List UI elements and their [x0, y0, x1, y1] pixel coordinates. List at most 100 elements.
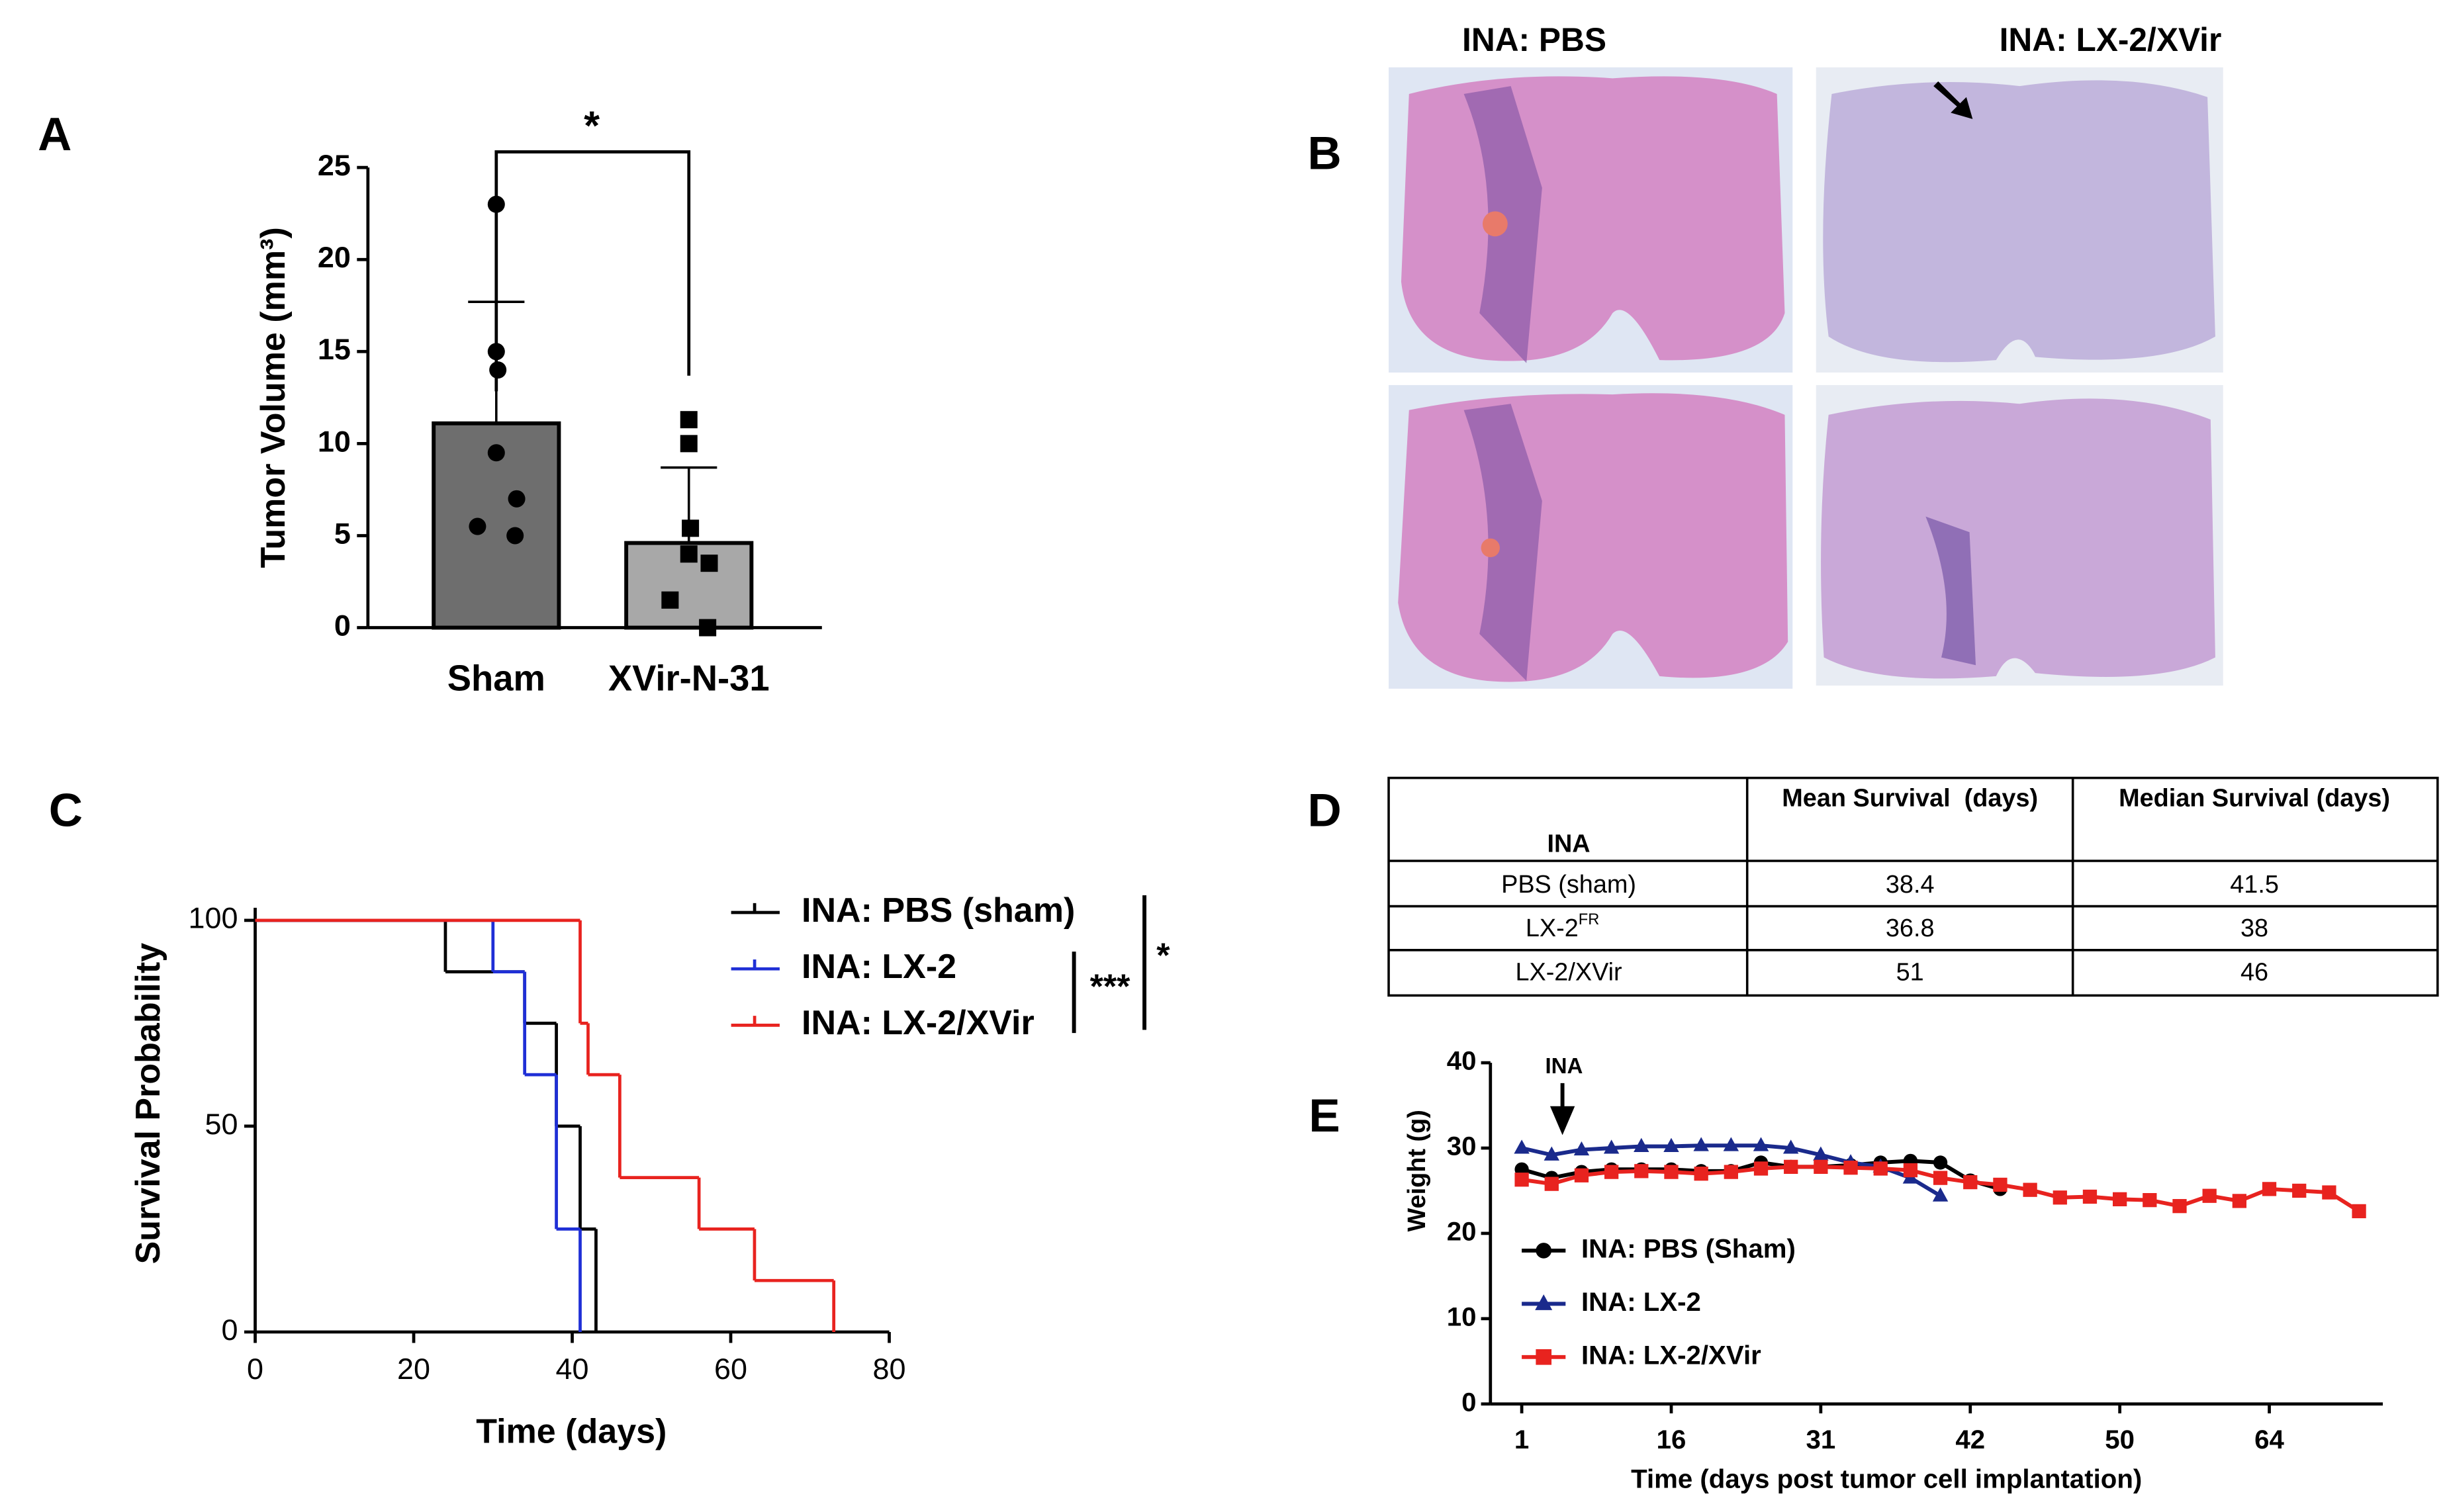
y-tick-label: 0 [334, 608, 351, 642]
data-point [1694, 1167, 1708, 1181]
data-point [1813, 1146, 1829, 1161]
data-point [680, 435, 698, 453]
data-point [2292, 1183, 2307, 1198]
panel-label: A [38, 109, 71, 161]
y-tick-label: 20 [318, 240, 351, 274]
tissue-region [1482, 211, 1508, 237]
x-tick-label: 31 [1806, 1425, 1836, 1454]
data-point [1544, 1146, 1559, 1161]
data-point [699, 619, 717, 637]
table-cell: LX-2/XVir [1515, 958, 1622, 986]
data-point [1903, 1163, 1918, 1178]
table-cell-text: LX-2 [1526, 914, 1579, 942]
y-axis-title: Survival Probability [129, 943, 167, 1265]
table-cell: 36.8 [1886, 914, 1935, 942]
data-point [700, 555, 718, 572]
data-point [1873, 1161, 1888, 1176]
data-point [2202, 1188, 2217, 1203]
data-point [506, 527, 524, 545]
image-title: INA: LX-2/XVir [2000, 21, 2222, 58]
panel-label: B [1307, 127, 1341, 179]
x-tick-label: 60 [714, 1352, 747, 1386]
legend-label: INA: PBS (sham) [802, 891, 1075, 930]
data-point [1634, 1164, 1649, 1178]
x-axis-title: Time (days post tumor cell implantation) [1631, 1464, 2142, 1493]
data-point [1933, 1155, 1948, 1170]
x-tick-label: 80 [873, 1352, 906, 1386]
data-point [1753, 1137, 1769, 1151]
data-point [680, 545, 698, 563]
data-point [487, 444, 505, 462]
panel-label: C [49, 785, 83, 837]
legend-label: INA: LX-2/XVir [802, 1004, 1035, 1042]
panel-label: E [1309, 1090, 1340, 1142]
significance-bracket [494, 150, 691, 392]
data-point [1514, 1139, 1530, 1154]
y-tick-label: 0 [1461, 1387, 1476, 1417]
data-point [1963, 1175, 1978, 1190]
table-cell: 51 [1896, 958, 1924, 986]
data-point [2143, 1193, 2157, 1208]
y-tick-label: 5 [334, 516, 351, 550]
y-tick-label: 15 [318, 332, 351, 366]
table-header: Median Survival (days) [2119, 785, 2390, 813]
data-point [1933, 1171, 1948, 1185]
legend-label: INA: LX-2 [1581, 1287, 1701, 1317]
significance-label: * [1156, 936, 1170, 975]
data-point [1573, 1141, 1590, 1156]
x-tick-label: 1 [1514, 1425, 1529, 1454]
y-tick-label: 10 [318, 424, 351, 458]
legend-label: INA: LX-2/XVir [1581, 1340, 1761, 1370]
legend-label: INA: LX-2 [802, 948, 956, 986]
y-tick-label: 50 [205, 1107, 238, 1141]
data-point [1603, 1139, 1620, 1154]
data-point [1574, 1168, 1589, 1182]
y-tick-label: 30 [1447, 1132, 1477, 1161]
x-tick-label: 50 [2105, 1425, 2135, 1454]
x-tick-label: 0 [247, 1352, 263, 1386]
y-tick-label: 40 [1447, 1046, 1477, 1076]
data-point [508, 490, 526, 508]
image-title: INA: PBS [1462, 21, 1606, 58]
data-point [1784, 1159, 1798, 1175]
x-axis-title: Time (days) [476, 1412, 667, 1450]
tissue [1823, 80, 2215, 363]
arrow [1933, 81, 1973, 119]
data-point [682, 519, 700, 537]
significance-label: * [584, 103, 600, 148]
data-point [2352, 1204, 2366, 1219]
data-point [1604, 1165, 1619, 1179]
data-point [2053, 1190, 2067, 1205]
data-point [680, 411, 698, 429]
significance-label: *** [1090, 968, 1131, 1006]
table-cell: LX-2FR [1526, 911, 1599, 942]
data-point [1814, 1159, 1828, 1175]
x-tick-label: Sham [447, 658, 545, 698]
data-point [2262, 1182, 2277, 1196]
x-tick-label: 16 [1657, 1425, 1686, 1454]
data-point [661, 591, 679, 609]
data-point [1663, 1137, 1679, 1152]
legend-marker [1536, 1349, 1552, 1365]
data-point [1514, 1173, 1529, 1187]
tissue [1821, 398, 2215, 679]
data-point [1693, 1137, 1709, 1151]
panel-label: D [1307, 785, 1341, 837]
table-cell: 41.5 [2230, 871, 2279, 899]
annotation: INA [1545, 1054, 1583, 1079]
data-point [1723, 1137, 1739, 1151]
y-axis-title: Tumor Volume (mm³) [254, 227, 293, 568]
table-header: Mean Survival (days) [1782, 785, 2038, 813]
tissue-region [1463, 404, 1542, 681]
data-point [1753, 1161, 1769, 1176]
annotation-arrow [1549, 1083, 1575, 1135]
x-tick-label: 64 [2254, 1425, 2284, 1454]
data-point [2082, 1189, 2098, 1204]
tissue [1401, 76, 1785, 361]
y-tick-label: 10 [1447, 1302, 1477, 1331]
data-point [1932, 1187, 1949, 1202]
table-cell: 38 [2240, 914, 2268, 942]
x-tick-label: 20 [397, 1352, 430, 1386]
tissue [1398, 393, 1788, 682]
